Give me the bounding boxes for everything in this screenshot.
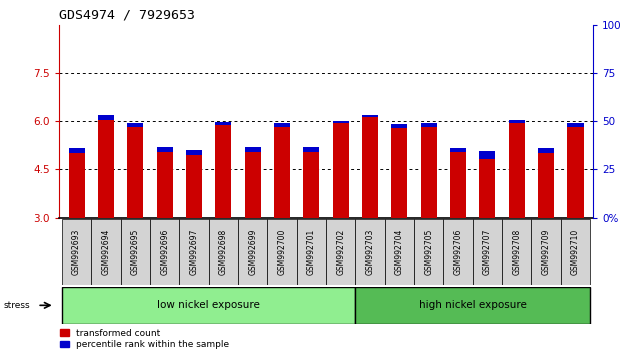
Bar <box>303 152 319 218</box>
Bar <box>538 148 554 153</box>
Bar <box>215 125 232 218</box>
Bar <box>473 219 502 285</box>
Text: GSM992693: GSM992693 <box>72 229 81 275</box>
Bar <box>355 219 385 285</box>
Bar <box>303 147 319 152</box>
Bar <box>450 148 466 152</box>
Bar <box>355 287 590 324</box>
Text: stress: stress <box>3 301 30 310</box>
Text: GSM992694: GSM992694 <box>101 229 111 275</box>
Text: GSM992698: GSM992698 <box>219 229 228 275</box>
Bar <box>509 123 525 218</box>
Text: GSM992707: GSM992707 <box>483 229 492 275</box>
Bar <box>215 122 232 125</box>
Bar <box>274 127 290 218</box>
Bar <box>98 120 114 218</box>
Bar <box>297 219 326 285</box>
Bar <box>91 219 120 285</box>
Bar <box>267 219 297 285</box>
Text: GSM992708: GSM992708 <box>512 229 521 275</box>
Bar <box>479 159 496 218</box>
Bar <box>156 147 173 152</box>
Bar <box>120 219 150 285</box>
Bar <box>245 147 261 152</box>
Text: GSM992709: GSM992709 <box>542 229 551 275</box>
Text: GSM992702: GSM992702 <box>336 229 345 275</box>
Bar <box>414 219 443 285</box>
Bar <box>450 152 466 218</box>
Bar <box>509 120 525 123</box>
Bar <box>186 150 202 155</box>
Bar <box>274 123 290 127</box>
Bar <box>362 118 378 218</box>
Bar <box>443 219 473 285</box>
Bar <box>238 219 267 285</box>
Legend: transformed count, percentile rank within the sample: transformed count, percentile rank withi… <box>60 329 229 349</box>
Bar <box>68 148 84 153</box>
Text: GSM992705: GSM992705 <box>424 229 433 275</box>
Bar <box>62 287 355 324</box>
Bar <box>68 153 84 218</box>
Bar <box>98 115 114 120</box>
Bar <box>333 123 349 218</box>
Text: GSM992699: GSM992699 <box>248 229 257 275</box>
Bar <box>127 127 143 218</box>
Bar <box>532 219 561 285</box>
Text: GSM992710: GSM992710 <box>571 229 580 275</box>
Bar <box>502 219 532 285</box>
Bar <box>245 152 261 218</box>
Text: low nickel exposure: low nickel exposure <box>157 300 260 310</box>
Bar <box>326 219 355 285</box>
Bar <box>385 219 414 285</box>
Bar <box>186 155 202 218</box>
Bar <box>179 219 209 285</box>
Bar <box>561 219 590 285</box>
Text: GSM992706: GSM992706 <box>453 229 463 275</box>
Text: GSM992696: GSM992696 <box>160 229 169 275</box>
Bar <box>391 124 407 128</box>
Bar <box>62 219 91 285</box>
Text: GSM992701: GSM992701 <box>307 229 316 275</box>
Text: GSM992700: GSM992700 <box>278 229 286 275</box>
Text: GDS4974 / 7929653: GDS4974 / 7929653 <box>59 9 195 22</box>
Bar <box>568 127 584 218</box>
Text: GSM992697: GSM992697 <box>189 229 199 275</box>
Text: GSM992703: GSM992703 <box>366 229 374 275</box>
Bar <box>362 115 378 118</box>
Bar <box>568 123 584 127</box>
Bar <box>333 121 349 123</box>
Bar <box>420 123 437 127</box>
Text: GSM992704: GSM992704 <box>395 229 404 275</box>
Bar <box>391 128 407 218</box>
Text: high nickel exposure: high nickel exposure <box>419 300 527 310</box>
Text: GSM992695: GSM992695 <box>131 229 140 275</box>
Bar <box>420 127 437 218</box>
Bar <box>127 123 143 127</box>
Bar <box>538 153 554 218</box>
Bar <box>479 151 496 159</box>
Bar <box>209 219 238 285</box>
Bar <box>150 219 179 285</box>
Bar <box>156 152 173 218</box>
